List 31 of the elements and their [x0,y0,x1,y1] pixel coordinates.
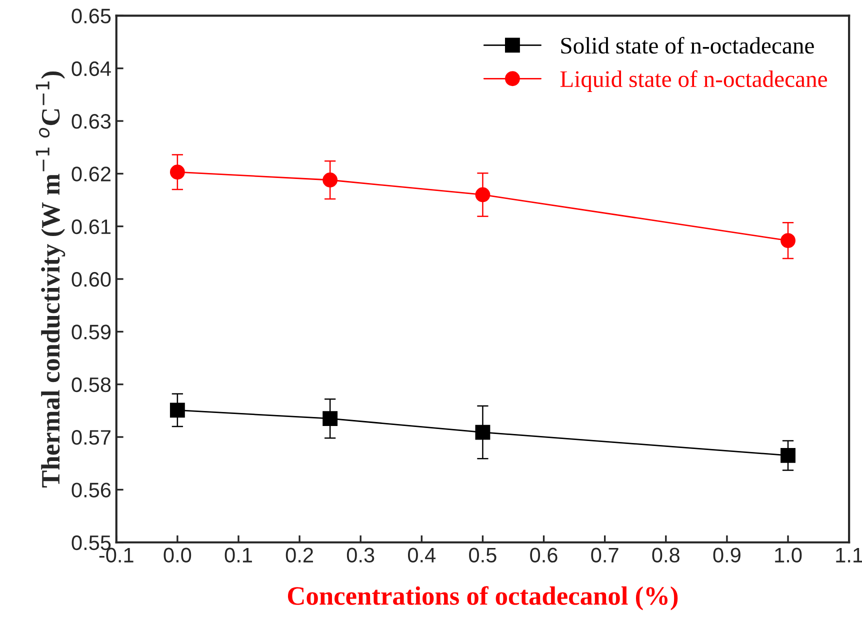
x-tick-label: 0.1 [224,548,252,563]
point [322,411,338,426]
point [780,233,796,248]
y-tick-label: 0.64 [72,61,111,76]
x-tick-label: 0.5 [469,548,496,563]
x-axis-title: Concentrations of octadecanol (%) [288,586,678,610]
point [170,164,185,180]
point [170,402,185,418]
y-tick-label: 0.62 [72,166,110,182]
x-tick-label: 0.7 [591,548,618,563]
y-tick-label: 0.57 [72,430,110,445]
y-tick-label: 0.63 [72,114,111,129]
y-tick-label: 0.59 [72,324,111,340]
x-tick-label: 0.8 [652,548,680,563]
legend-label: Liquid state of n-octadecane [560,70,827,92]
x-tick-label: 0.9 [713,548,740,563]
y-tick-label: 0.61 [72,219,110,234]
x-tick-label: 0.2 [286,548,313,563]
x-tick-label: 1.0 [775,548,802,563]
x-tick-label: 0.4 [408,548,436,563]
y-axis-title: Thermal conductivity (W m$^{−1 o}$C$^{−1}$) [36,71,66,488]
point [322,172,338,188]
y-tick-label: 0.56 [72,482,111,498]
x-tick-label: 0.6 [530,548,558,563]
y-tick-label: 0.65 [72,8,111,24]
y-tick-label: 0.60 [72,272,111,287]
x-tick-label: 0.0 [164,548,192,563]
y-tick-label: 0.58 [72,377,111,392]
x-tick-label: 0.3 [346,548,374,563]
legend-label: Solid state of n-octadecane [561,36,814,54]
point [780,448,796,463]
